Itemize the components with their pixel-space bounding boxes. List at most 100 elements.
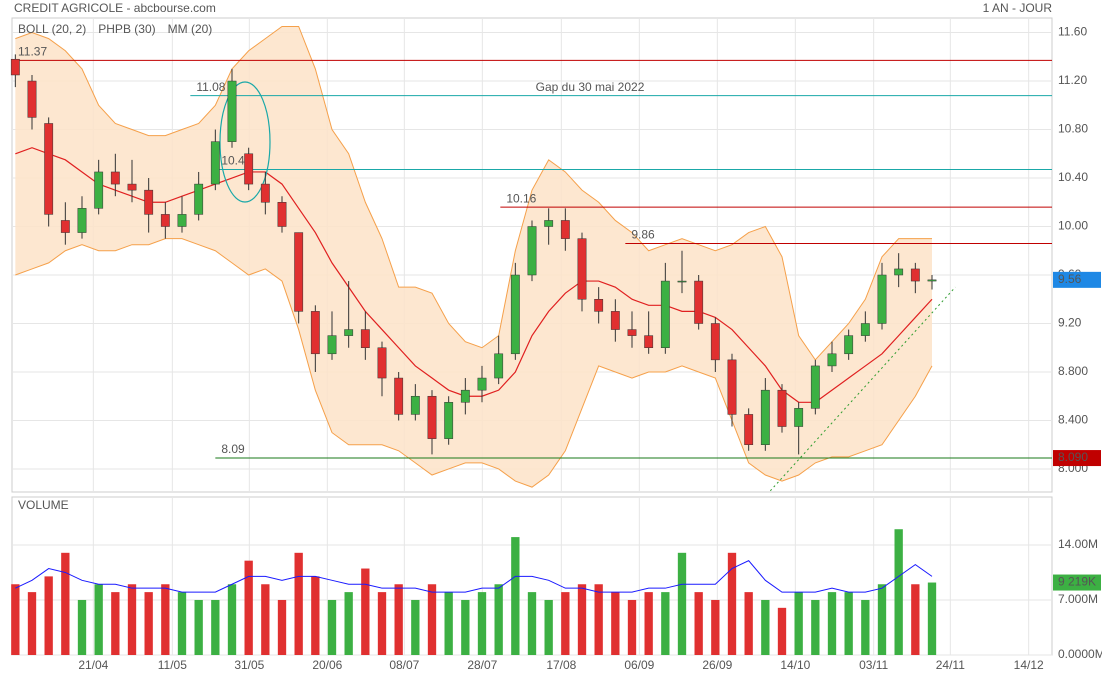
volume-bar [411, 599, 420, 655]
volume-bar [777, 607, 787, 655]
y-tick-label: 8.800 [1058, 364, 1088, 378]
volume-bar [361, 568, 370, 655]
volume-bar [244, 560, 253, 655]
volume-bar [911, 584, 920, 655]
x-tick-label: 14/12 [1014, 658, 1044, 672]
volume-bar [211, 599, 220, 655]
volume-bar [927, 582, 937, 655]
candle-body [644, 335, 654, 348]
volume-bar [144, 592, 153, 655]
x-tick-label: 31/05 [234, 658, 264, 672]
volume-bar [861, 599, 870, 655]
candle-body [127, 183, 137, 191]
period: 1 AN - JOUR [983, 1, 1053, 15]
volume-ma [15, 560, 933, 593]
candle-body [27, 80, 37, 118]
volume-bar [261, 584, 270, 655]
legend-entry: MM (20) [168, 22, 213, 36]
candle-body [627, 329, 637, 336]
candle-body [444, 402, 454, 439]
candle-body [860, 323, 870, 336]
candle-body [410, 395, 420, 415]
candle-body [177, 214, 187, 227]
volume-bar [461, 599, 470, 655]
volume-bar [611, 592, 620, 655]
candle-body [694, 280, 704, 324]
candle-body [760, 389, 770, 445]
volume-bar [577, 584, 587, 655]
volume-bar [277, 599, 287, 655]
candle-body [810, 365, 820, 409]
volume-bar [894, 529, 903, 655]
volume-bar [394, 584, 403, 655]
volume-bar [194, 599, 203, 655]
candle-body [744, 414, 754, 445]
candle-body [660, 280, 670, 348]
candle-body [827, 353, 837, 367]
candle-body [44, 123, 54, 215]
candle-body [227, 80, 237, 142]
volume-bar [761, 599, 770, 655]
volume-bar [294, 552, 303, 655]
volume-bar [744, 592, 753, 655]
candle-body [10, 58, 20, 76]
candle-body [194, 183, 204, 215]
candle-body [244, 153, 254, 185]
volume-bar [844, 592, 853, 655]
volume-bar [327, 599, 337, 655]
volume-bar [127, 584, 137, 655]
candle-body [527, 226, 537, 276]
y-tick-label: 10.00 [1058, 219, 1088, 233]
volume-bar [27, 592, 37, 655]
volume-bar [444, 592, 453, 655]
band-fill [15, 26, 933, 488]
x-tick-label: 11/05 [158, 658, 187, 672]
volume-tick-label: 14.00M [1058, 537, 1098, 551]
volume-bar [544, 599, 553, 655]
volume-bar [827, 592, 837, 655]
candle-body [894, 268, 904, 276]
legend-entry: PHPB (30) [98, 22, 155, 36]
annotation: Gap du 30 mai 2022 [536, 80, 645, 94]
volume-bar [661, 592, 670, 655]
y-tick-label: 8.400 [1058, 413, 1088, 427]
volume-bar [644, 592, 653, 655]
candle-body [160, 214, 170, 227]
x-tick-label: 06/09 [624, 658, 654, 672]
candle-body [877, 274, 887, 324]
volume-bar [594, 584, 603, 655]
volume-tick-label: 7.000M [1058, 592, 1098, 606]
candle-body [327, 335, 337, 355]
candle-body [477, 377, 487, 391]
volume-bar [711, 599, 720, 655]
price-panel [11, 17, 1053, 493]
volume-bar [311, 576, 320, 655]
value-badge-label: 9 219K [1058, 575, 1096, 589]
volume-bar [511, 537, 520, 655]
level-label: 11.08 [196, 80, 225, 94]
volume-bar [11, 584, 20, 655]
candle-body [344, 329, 354, 336]
level-label: 10.47 [221, 154, 251, 168]
candle-body [77, 208, 87, 233]
candle-body [260, 183, 270, 203]
candle-body [544, 220, 554, 227]
candle-body [294, 232, 304, 312]
candle-body [594, 298, 604, 312]
x-tick-label: 21/04 [78, 658, 108, 672]
candle-body [794, 408, 804, 427]
volume-bar [727, 552, 737, 655]
volume-bar [794, 592, 803, 655]
candle-body [677, 280, 687, 283]
level-label: 8.09 [221, 442, 245, 456]
value-badge-label: 8.090 [1058, 450, 1088, 464]
candle-body [377, 347, 387, 379]
volume-bar [227, 584, 237, 655]
volume-bar [177, 592, 187, 655]
volume-bar [527, 592, 537, 655]
candle-body [394, 377, 404, 415]
candle-body [560, 220, 570, 239]
volume-bar [877, 584, 887, 655]
level-label: 10.16 [506, 191, 536, 205]
volume-bar [627, 599, 637, 655]
